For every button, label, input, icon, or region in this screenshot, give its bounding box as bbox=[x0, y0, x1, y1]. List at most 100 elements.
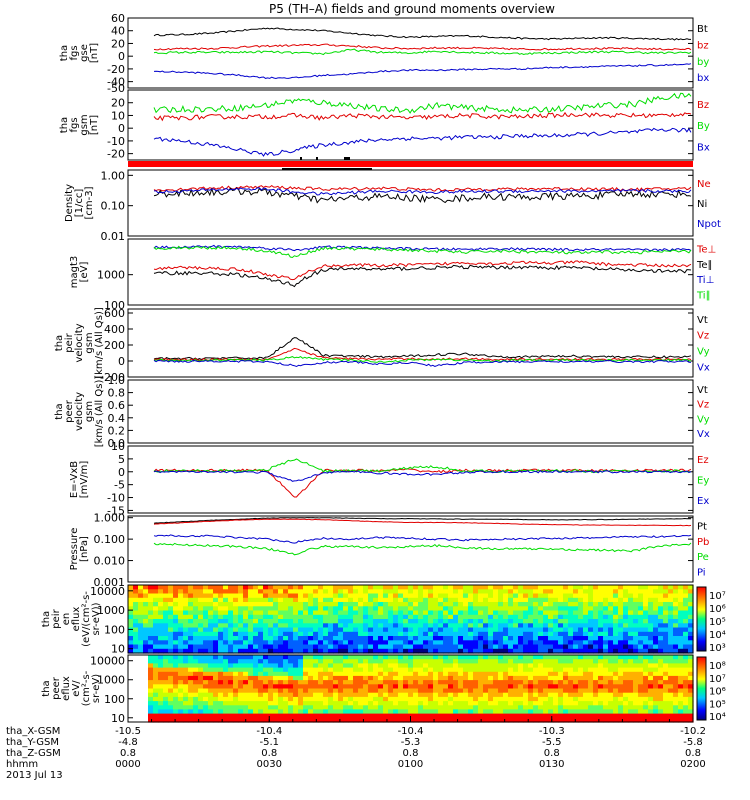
spectrogram-cell bbox=[178, 593, 184, 599]
spectrogram-cell bbox=[523, 627, 529, 633]
y-tick-label: 1000 bbox=[97, 674, 125, 687]
y-tick-label: 60 bbox=[111, 12, 125, 25]
spectrogram-cell bbox=[253, 659, 259, 664]
spectrogram-cell bbox=[218, 636, 224, 641]
spectrogram-cell bbox=[163, 705, 169, 711]
spectrogram-cell bbox=[523, 680, 529, 685]
spectrogram-cell bbox=[143, 627, 149, 633]
spectrogram-cell bbox=[633, 597, 639, 603]
spectrogram-cell bbox=[493, 627, 499, 633]
spectrogram-cell bbox=[173, 648, 179, 654]
spectrogram-cell bbox=[658, 717, 664, 723]
spectrogram-cell bbox=[338, 610, 344, 616]
spectrogram-cell bbox=[473, 640, 479, 646]
spectrogram-cell bbox=[258, 631, 264, 637]
spectrogram-cell bbox=[508, 631, 514, 637]
spectrogram-cell bbox=[183, 597, 189, 603]
spectrogram-cell bbox=[228, 627, 234, 633]
spectrogram-cell bbox=[233, 644, 239, 650]
spectrogram-cell bbox=[238, 680, 244, 685]
spectrogram-cell bbox=[188, 671, 194, 677]
spectrogram-cell bbox=[438, 717, 444, 723]
spectrogram-cell bbox=[203, 667, 209, 673]
spectrogram-cell bbox=[483, 614, 489, 620]
spectrogram-cell bbox=[208, 644, 214, 650]
spectrogram-cell bbox=[358, 606, 364, 612]
spectrogram-cell bbox=[648, 644, 654, 650]
spectrogram-cell bbox=[163, 717, 169, 723]
spectrogram-cell bbox=[438, 680, 444, 685]
spectrogram-cell bbox=[178, 671, 184, 677]
spectrogram-cell bbox=[173, 597, 179, 603]
spectrogram-cell bbox=[633, 636, 639, 641]
spectrogram-cell bbox=[603, 593, 609, 599]
spectrogram-cell bbox=[528, 644, 534, 650]
spectrogram-cell bbox=[333, 692, 339, 698]
spectrogram-cell bbox=[623, 705, 629, 711]
spectrogram-cell bbox=[348, 709, 354, 715]
spectrogram-cell bbox=[228, 659, 234, 664]
spectrogram-cell bbox=[128, 589, 134, 595]
spectrogram-cell bbox=[288, 610, 294, 616]
spectrogram-cell bbox=[168, 640, 174, 646]
spectrogram-cell bbox=[538, 597, 544, 603]
spectrogram-cell bbox=[138, 623, 144, 629]
spectrogram-cell bbox=[448, 659, 454, 664]
spectrogram-cell bbox=[253, 713, 259, 719]
spectrogram-cell bbox=[593, 614, 599, 620]
spectrogram-cell bbox=[213, 648, 219, 654]
spectrogram-cell bbox=[318, 701, 324, 706]
spectrogram-cell bbox=[293, 709, 299, 715]
spectrogram-cell bbox=[453, 648, 459, 654]
spectrogram-cell bbox=[388, 644, 394, 650]
spectrogram-cell bbox=[193, 655, 199, 660]
spectrogram-cell bbox=[523, 623, 529, 629]
spectrogram-cell bbox=[138, 648, 144, 654]
spectrogram-cell bbox=[673, 696, 679, 702]
spectrogram-cell bbox=[588, 701, 594, 706]
spectrogram-cell bbox=[308, 717, 314, 723]
spectrogram-cell bbox=[163, 659, 169, 664]
spectrogram-cell bbox=[248, 701, 254, 706]
spectrogram-cell bbox=[388, 589, 394, 595]
spectrogram-cell bbox=[558, 593, 564, 599]
spectrogram-cell bbox=[513, 671, 519, 677]
spectrogram-cell bbox=[373, 684, 379, 690]
spectrogram-cell bbox=[598, 659, 604, 664]
spectrogram-cell bbox=[348, 680, 354, 685]
spectrogram-cell bbox=[228, 602, 234, 607]
spectrogram-cell bbox=[563, 648, 569, 654]
spectrogram-cell bbox=[228, 713, 234, 719]
spectrogram-cell bbox=[548, 688, 554, 694]
spectrogram-cell bbox=[368, 631, 374, 637]
spectrogram-cell bbox=[588, 627, 594, 633]
spectrogram-cell bbox=[678, 680, 684, 685]
spectrogram-cell bbox=[528, 585, 534, 590]
spectrogram-cell bbox=[558, 610, 564, 616]
spectrogram-cell bbox=[483, 667, 489, 673]
spectrogram-cell bbox=[448, 692, 454, 698]
spectrogram-cell bbox=[558, 627, 564, 633]
spectrogram-cell bbox=[508, 597, 514, 603]
spectrogram-cell bbox=[208, 655, 214, 660]
spectrogram-cell bbox=[603, 688, 609, 694]
spectrogram-cell bbox=[538, 696, 544, 702]
spectrogram-cell bbox=[448, 619, 454, 624]
spectrogram-cell bbox=[413, 705, 419, 711]
spectrogram-cell bbox=[278, 597, 284, 603]
spectrogram-cell bbox=[498, 610, 504, 616]
spectrogram-cell bbox=[153, 680, 159, 685]
spectrogram-cell bbox=[133, 627, 139, 633]
spectrogram-cell bbox=[243, 659, 249, 664]
spectrogram-cell bbox=[628, 705, 634, 711]
spectrogram-cell bbox=[148, 597, 154, 603]
spectrogram-cell bbox=[233, 663, 239, 669]
spectrogram-cell bbox=[273, 631, 279, 637]
spectrogram-cell bbox=[493, 680, 499, 685]
spectrogram-cell bbox=[598, 680, 604, 685]
spectrogram-cell bbox=[523, 593, 529, 599]
spectrogram-cell bbox=[518, 602, 524, 607]
y-tick-label: 100 bbox=[104, 693, 125, 706]
spectrogram-cell bbox=[278, 659, 284, 664]
spectrogram-cell bbox=[623, 627, 629, 633]
